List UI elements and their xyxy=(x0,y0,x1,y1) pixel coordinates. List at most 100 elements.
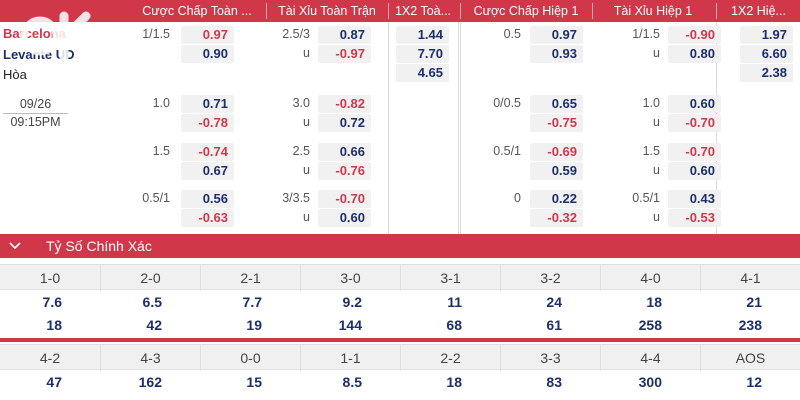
score-label: 3-3 xyxy=(500,345,600,371)
h1-over-odds[interactable]: -0.70 xyxy=(668,143,721,161)
match-date: 09/26 xyxy=(3,96,68,114)
score-label: 3-0 xyxy=(300,265,400,291)
ft-handicap-home-odds[interactable]: 0.97 xyxy=(181,26,234,44)
h1-over-odds[interactable]: -0.90 xyxy=(668,26,721,44)
score-label: 4-4 xyxy=(600,345,700,371)
score-odds-home[interactable]: 18 xyxy=(646,294,662,310)
score-odds-home[interactable]: 300 xyxy=(638,374,662,390)
ft-under-odds[interactable]: 0.60 xyxy=(318,209,371,227)
ft-ou-line: 2.5 xyxy=(292,144,310,158)
ft-under-label: u xyxy=(303,210,310,224)
h1-handicap-away-odds[interactable]: 0.93 xyxy=(530,45,583,63)
ft-ou-line: 3.0 xyxy=(292,96,310,110)
col-ft-over-under[interactable]: Tài Xỉu Toàn Trận xyxy=(278,4,376,18)
score-odds-home[interactable]: 9.2 xyxy=(342,294,362,310)
col-h1-handicap[interactable]: Cược Chấp Hiệp 1 xyxy=(473,4,579,18)
ft-handicap-away-odds[interactable]: -0.78 xyxy=(181,114,234,132)
score-odds-home[interactable]: 8.5 xyxy=(342,374,362,390)
h1-handicap-home-odds[interactable]: 0.65 xyxy=(530,95,583,113)
col-h1-over-under[interactable]: Tài Xỉu Hiệp 1 xyxy=(613,4,693,18)
ft-under-odds[interactable]: 0.72 xyxy=(318,114,371,132)
col-ft-1x2[interactable]: 1X2 Toà... xyxy=(394,4,452,18)
score-odds-home[interactable]: 162 xyxy=(138,374,162,390)
draw-label: Hòa xyxy=(3,67,27,82)
ft-ou-line: 2.5/3 xyxy=(282,27,310,41)
ft-over-odds[interactable]: 0.87 xyxy=(318,26,371,44)
score-odds-home[interactable]: 47 xyxy=(46,374,62,390)
score-grid-header-row-1: 1-0 2-0 2-1 3-0 3-1 3-2 4-0 4-1 xyxy=(0,264,800,291)
score-label: 1-1 xyxy=(300,345,400,371)
h1-under-odds[interactable]: 0.60 xyxy=(668,162,721,180)
score-label: 4-3 xyxy=(100,345,200,371)
score-label: 0-0 xyxy=(200,345,300,371)
h1-handicap-home-odds[interactable]: -0.69 xyxy=(530,143,583,161)
ft-1x2-draw-odds[interactable]: 4.65 xyxy=(396,64,449,82)
ft-over-odds[interactable]: 0.66 xyxy=(318,143,371,161)
ft-under-odds[interactable]: -0.97 xyxy=(318,45,371,63)
h1-handicap-away-odds[interactable]: -0.75 xyxy=(530,114,583,132)
score-odds-home[interactable]: 15 xyxy=(246,374,262,390)
score-odds-away[interactable]: 238 xyxy=(738,317,762,333)
h1-handicap-line: 0 xyxy=(514,191,521,205)
ft-handicap-line: 1.5 xyxy=(152,144,170,158)
home-team[interactable]: Barcelona xyxy=(3,26,66,41)
col-ft-handicap[interactable]: Cược Chấp Toàn ... xyxy=(142,4,252,18)
ft-handicap-home-odds[interactable]: 0.71 xyxy=(181,95,234,113)
h1-under-odds[interactable]: -0.53 xyxy=(668,209,721,227)
score-label: 2-2 xyxy=(400,345,500,371)
col-h1-1x2[interactable]: 1X2 Hiệ... xyxy=(731,4,786,18)
score-odds-home[interactable]: 21 xyxy=(746,294,762,310)
h1-handicap-away-odds[interactable]: -0.32 xyxy=(530,209,583,227)
correct-score-section-header[interactable]: Tỷ Số Chính Xác xyxy=(0,234,800,258)
score-odds-home[interactable]: 7.6 xyxy=(42,294,62,310)
score-odds-home[interactable]: 18 xyxy=(446,374,462,390)
ft-1x2-away-odds[interactable]: 7.70 xyxy=(396,45,449,63)
score-label: 2-0 xyxy=(100,265,200,291)
ft-under-odds[interactable]: -0.76 xyxy=(318,162,371,180)
score-odds-home[interactable]: 12 xyxy=(746,374,762,390)
score-odds-away[interactable]: 42 xyxy=(146,317,162,333)
h1-handicap-away-odds[interactable]: 0.59 xyxy=(530,162,583,180)
h1-under-odds[interactable]: 0.80 xyxy=(668,45,721,63)
score-label: 4-1 xyxy=(700,265,800,291)
score-odds-away[interactable]: 258 xyxy=(638,317,662,333)
match-datetime: 09/26 09:15PM xyxy=(3,96,68,131)
h1-1x2-home-odds[interactable]: 1.97 xyxy=(740,26,793,44)
score-odds-home[interactable]: 83 xyxy=(546,374,562,390)
ft-over-odds[interactable]: -0.70 xyxy=(318,190,371,208)
h1-under-odds[interactable]: -0.70 xyxy=(668,114,721,132)
score-odds-away[interactable]: 68 xyxy=(446,317,462,333)
ft-handicap-away-odds[interactable]: 0.67 xyxy=(181,162,234,180)
h1-1x2-draw-odds[interactable]: 2.38 xyxy=(740,64,793,82)
score-odds-home[interactable]: 6.5 xyxy=(142,294,162,310)
ft-over-odds[interactable]: -0.82 xyxy=(318,95,371,113)
score-odds-away[interactable]: 61 xyxy=(546,317,562,333)
score-odds-away[interactable]: 144 xyxy=(338,317,362,333)
h1-ou-line: 0.5/1 xyxy=(632,191,660,205)
score-label: 3-2 xyxy=(500,265,600,291)
ft-1x2-home-odds[interactable]: 1.44 xyxy=(396,26,449,44)
h1-handicap-home-odds[interactable]: 0.22 xyxy=(530,190,583,208)
ft-handicap-away-odds[interactable]: -0.63 xyxy=(181,209,234,227)
ft-handicap-away-odds[interactable]: 0.90 xyxy=(181,45,234,63)
h1-1x2-away-odds[interactable]: 6.60 xyxy=(740,45,793,63)
h1-under-label: u xyxy=(653,210,660,224)
score-odds-home[interactable]: 24 xyxy=(546,294,562,310)
h1-over-odds[interactable]: 0.60 xyxy=(668,95,721,113)
h1-handicap-home-odds[interactable]: 0.97 xyxy=(530,26,583,44)
h1-over-odds[interactable]: 0.43 xyxy=(668,190,721,208)
score-odds-away[interactable]: 19 xyxy=(246,317,262,333)
score-label: 3-1 xyxy=(400,265,500,291)
h1-under-label: u xyxy=(653,46,660,60)
score-odds-home[interactable]: 7.7 xyxy=(242,294,262,310)
match-time: 09:15PM xyxy=(10,115,61,129)
ft-handicap-home-odds[interactable]: 0.56 xyxy=(181,190,234,208)
svg-text:88: 88 xyxy=(94,24,127,57)
h1-ou-line: 1.0 xyxy=(642,96,660,110)
score-odds-home[interactable]: 11 xyxy=(447,294,462,310)
h1-handicap-line: 0/0.5 xyxy=(493,96,521,110)
ft-handicap-home-odds[interactable]: -0.74 xyxy=(181,143,234,161)
score-label: 2-1 xyxy=(200,265,300,291)
score-odds-away[interactable]: 18 xyxy=(46,317,62,333)
chevron-down-icon[interactable] xyxy=(8,238,22,252)
